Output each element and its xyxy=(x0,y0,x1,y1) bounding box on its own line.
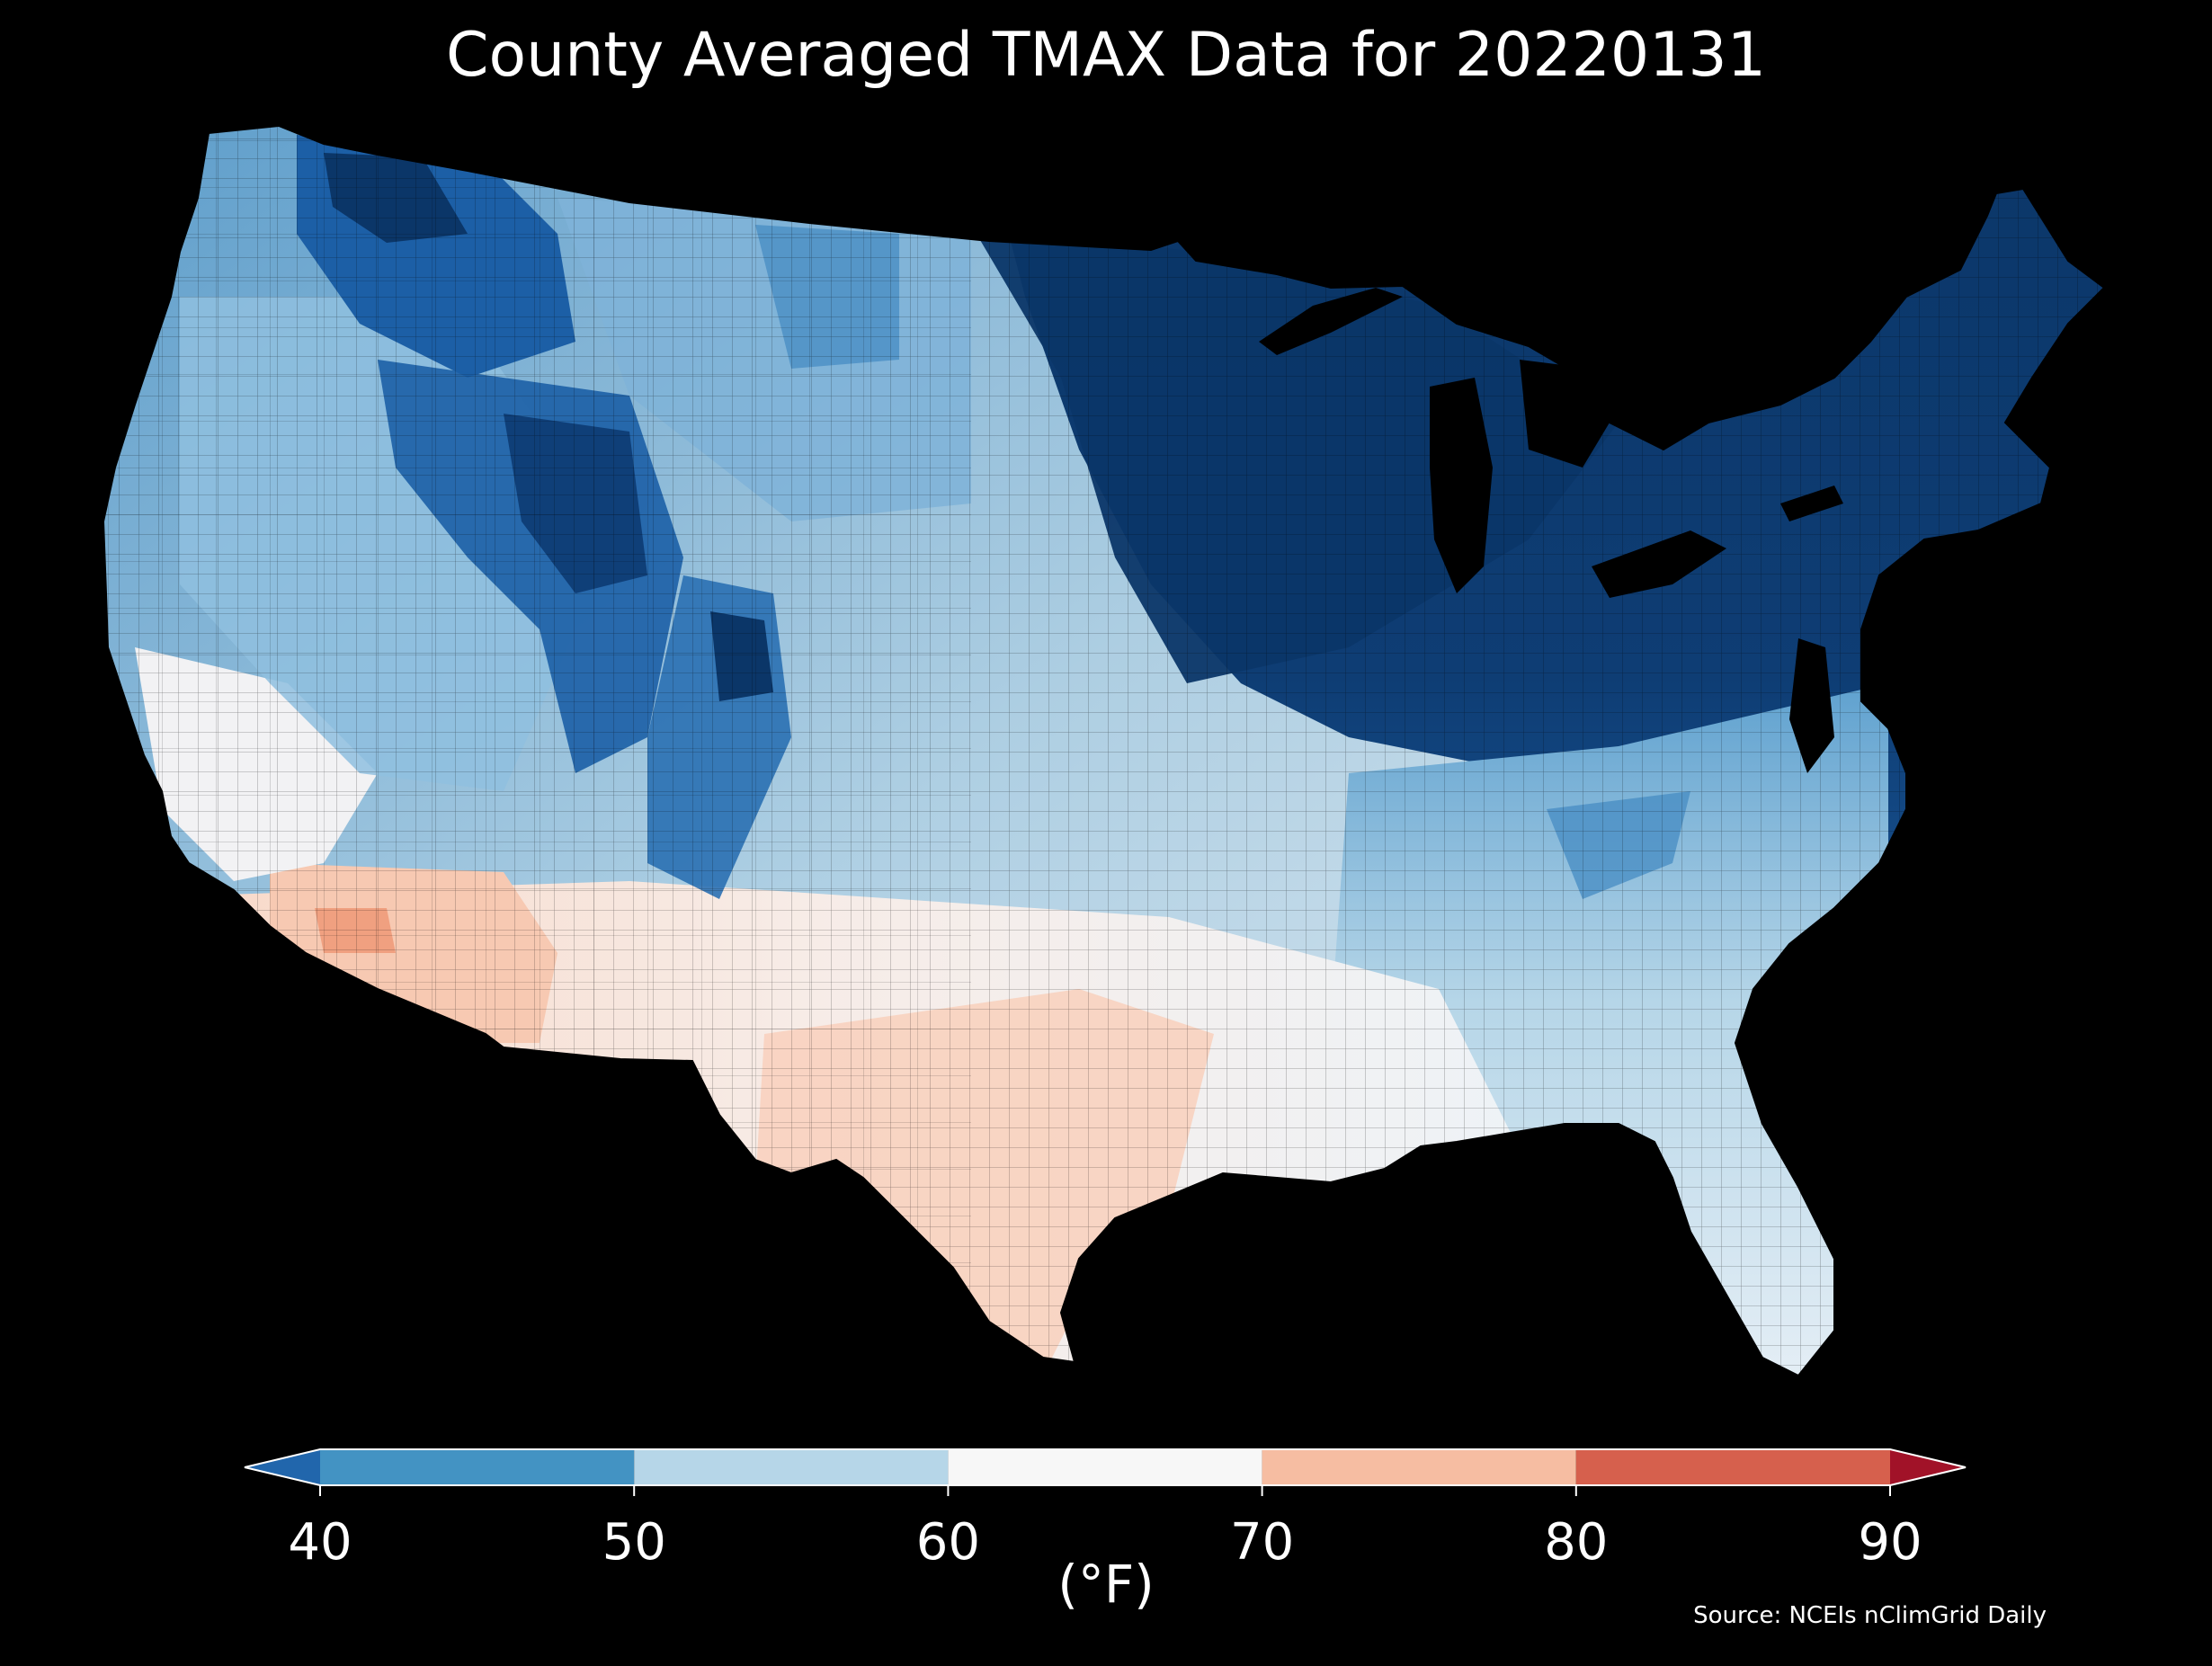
colorbar-tick-label: 70 xyxy=(1230,1513,1294,1572)
colorbar-tick-label: 80 xyxy=(1544,1513,1608,1572)
great-lakes xyxy=(1259,288,1843,773)
colorbar-unit-label: (°F) xyxy=(1057,1554,1155,1615)
colorbar-bin xyxy=(1575,1449,1890,1485)
colorbar-tick-label: 90 xyxy=(1858,1513,1922,1572)
colorbar-bin xyxy=(1262,1449,1576,1485)
colorbar-tick-label: 40 xyxy=(288,1513,352,1572)
colorbar-extend-high xyxy=(1890,1449,1966,1485)
source-credit: Source: NCEIs nClimGrid Daily xyxy=(1693,1602,2047,1629)
colorbar-bin xyxy=(948,1449,1262,1485)
chesapeake-bay xyxy=(1789,638,1834,773)
colorbar-bin xyxy=(634,1449,949,1485)
colorbar-bin xyxy=(320,1449,635,1485)
us-county-map xyxy=(103,126,2104,1376)
colorbar: 40 50 60 70 80 90 xyxy=(244,1448,1967,1572)
colorbar-tick-label: 50 xyxy=(602,1513,666,1572)
map-title: County Averaged TMAX Data for 20220131 xyxy=(446,20,1766,91)
colorbar-tick-label: 60 xyxy=(916,1513,980,1572)
colorbar-extend-low xyxy=(245,1449,320,1485)
